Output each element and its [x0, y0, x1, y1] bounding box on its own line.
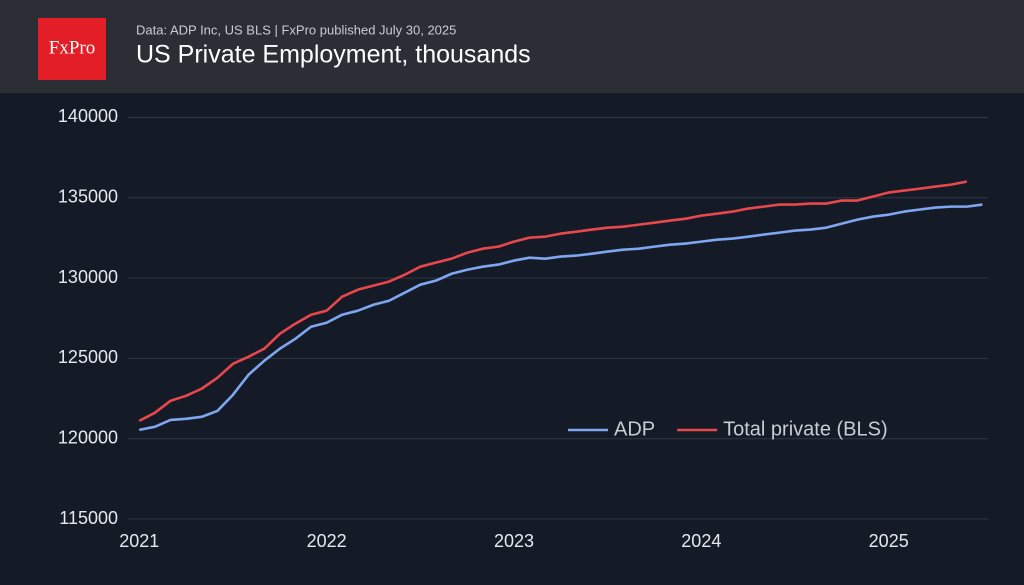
x-tick-label: 2023: [494, 531, 534, 551]
legend-label: Total private (BLS): [723, 418, 888, 440]
legend-label: ADP: [614, 418, 655, 440]
x-tick-label: 2024: [681, 531, 721, 551]
x-tick-label: 2022: [307, 531, 347, 551]
logo-box: [38, 18, 106, 80]
data-line: [138, 203, 983, 432]
x-tick-label: 2021: [119, 531, 159, 551]
y-tick-label: 130000: [58, 267, 118, 287]
x-tick-label: 2025: [869, 531, 909, 551]
y-tick-label: 140000: [58, 106, 118, 126]
data-line: [138, 180, 968, 423]
chart-title: US Private Employment, thousands: [136, 41, 531, 69]
subtitle: Data: ADP Inc, US BLS | FxPro published …: [136, 22, 456, 37]
y-tick-label: 135000: [58, 187, 118, 207]
header: [0, 0, 1024, 93]
logo: FxPro: [49, 37, 95, 58]
y-tick-label: 125000: [58, 347, 118, 367]
y-tick-label: 120000: [58, 427, 118, 447]
y-tick-label: 115000: [59, 508, 118, 528]
